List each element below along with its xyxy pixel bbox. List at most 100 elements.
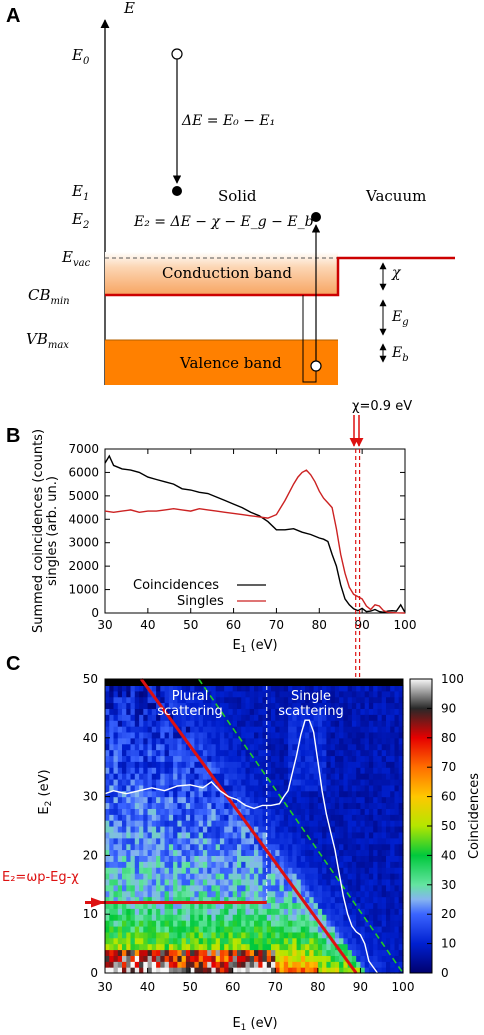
heatmap-cell [237, 861, 242, 868]
heatmap-cell [356, 914, 362, 921]
heatmap-cell [343, 720, 349, 727]
heatmap-cell [275, 896, 281, 904]
heatmap-cell [219, 831, 225, 839]
heatmap-cell [266, 690, 272, 698]
heatmap-cell [198, 826, 204, 833]
heatmap-cell [126, 702, 132, 709]
heatmap-cell [360, 808, 366, 815]
heatmap-cell [266, 955, 272, 962]
heatmap-cell [168, 767, 174, 774]
legend-coincidences-label: Coincidences [133, 578, 219, 593]
heatmap-cell [232, 790, 238, 798]
heatmap-cell [117, 755, 123, 762]
heatmap-cell [122, 737, 127, 745]
heatmap-cell [343, 908, 349, 915]
heatmap-cell [309, 867, 315, 874]
heatmap-cell [130, 896, 136, 904]
heatmap-cell [377, 890, 383, 898]
heatmap-cell [305, 796, 310, 804]
heatmap-cell [207, 702, 213, 709]
heatmap-cell [271, 696, 276, 704]
heatmap-cell [258, 731, 264, 739]
heatmap-cell [249, 873, 255, 880]
heatmap-cell [156, 943, 161, 951]
heatmap-cell [181, 902, 187, 909]
heatmap-cell [326, 690, 332, 698]
heatmap-cell [254, 802, 259, 809]
heatmap-cell [292, 773, 298, 780]
heatmap-cell [381, 931, 387, 939]
heatmap-cell [377, 873, 383, 880]
heatmap-cell [326, 902, 332, 909]
heatmap-cell [300, 779, 306, 786]
heatmap-cell [194, 690, 200, 698]
heatmap-cell [330, 696, 336, 704]
heatmap-cell [300, 696, 306, 704]
heatmap-cell [219, 802, 225, 809]
heatmap-cell [398, 820, 404, 827]
heatmap-cell [275, 867, 281, 874]
heatmap-cell [207, 831, 213, 839]
heatmap-cell [386, 826, 391, 833]
heatmap-cell [232, 955, 238, 962]
heatmap-cell [113, 714, 119, 721]
heatmap-cell [139, 755, 144, 762]
heatmap-cell [164, 714, 170, 721]
heatmap-cell [173, 684, 178, 692]
heatmap-cell [173, 755, 178, 762]
heatmap-cell [398, 737, 404, 745]
heatmap-cell [283, 896, 289, 904]
heatmap-cell [364, 831, 370, 839]
heatmap-cell [339, 908, 344, 915]
heatmap-cell [309, 814, 315, 821]
heatmap-cell [305, 890, 310, 898]
heatmap-cell [390, 937, 396, 945]
heatmap-cell [364, 908, 370, 915]
heatmap-cell [160, 820, 166, 827]
heatmap-cell [330, 849, 336, 856]
heatmap-cell [245, 826, 251, 833]
heatmap-cell [386, 755, 391, 762]
heatmap-cell [313, 802, 319, 809]
heatmap-cell [113, 690, 119, 698]
heatmap-cell [262, 826, 268, 833]
heatmap-cell [113, 767, 119, 774]
heatmap-cell [143, 843, 149, 851]
heatmap-cell [296, 773, 302, 780]
heatmap-cell [330, 796, 336, 804]
heatmap-cell [126, 743, 132, 751]
heatmap-cell [334, 690, 340, 698]
heatmap-cell [241, 696, 247, 704]
heatmap-cell [134, 920, 140, 927]
heatmap-cell [185, 831, 191, 839]
heatmap-cell [271, 708, 276, 715]
heatmap-cell [317, 949, 323, 956]
heatmap-cell [237, 873, 242, 880]
heatmap-cell [339, 755, 344, 762]
heatmap-cell [237, 796, 242, 804]
heatmap-cell [386, 914, 391, 921]
heatmap-cell [117, 890, 123, 898]
heatmap-cell [168, 943, 174, 951]
heatmap-cell [134, 908, 140, 915]
heatmap-cell [249, 931, 255, 939]
heatmap-cell [377, 937, 383, 945]
heatmap-cell [275, 949, 281, 956]
heatmap-cell [237, 867, 242, 874]
heatmap-cell [334, 743, 340, 751]
heatmap-cell [292, 926, 298, 933]
heatmap-cell [211, 837, 217, 845]
heatmap-cell [207, 708, 213, 715]
heatmap-cell [249, 943, 255, 951]
heatmap-cell [292, 690, 298, 698]
heatmap-cell [381, 890, 387, 898]
heatmap-cell [109, 690, 115, 698]
heatmap-cell [339, 843, 344, 851]
heatmap-cell [241, 820, 247, 827]
heatmap-cell [249, 914, 255, 921]
heatmap-cell [168, 696, 174, 704]
heatmap-cell [190, 755, 195, 762]
heatmap-cell [105, 802, 110, 809]
heatmap-cell [122, 955, 127, 962]
heatmap-cell [368, 708, 374, 715]
